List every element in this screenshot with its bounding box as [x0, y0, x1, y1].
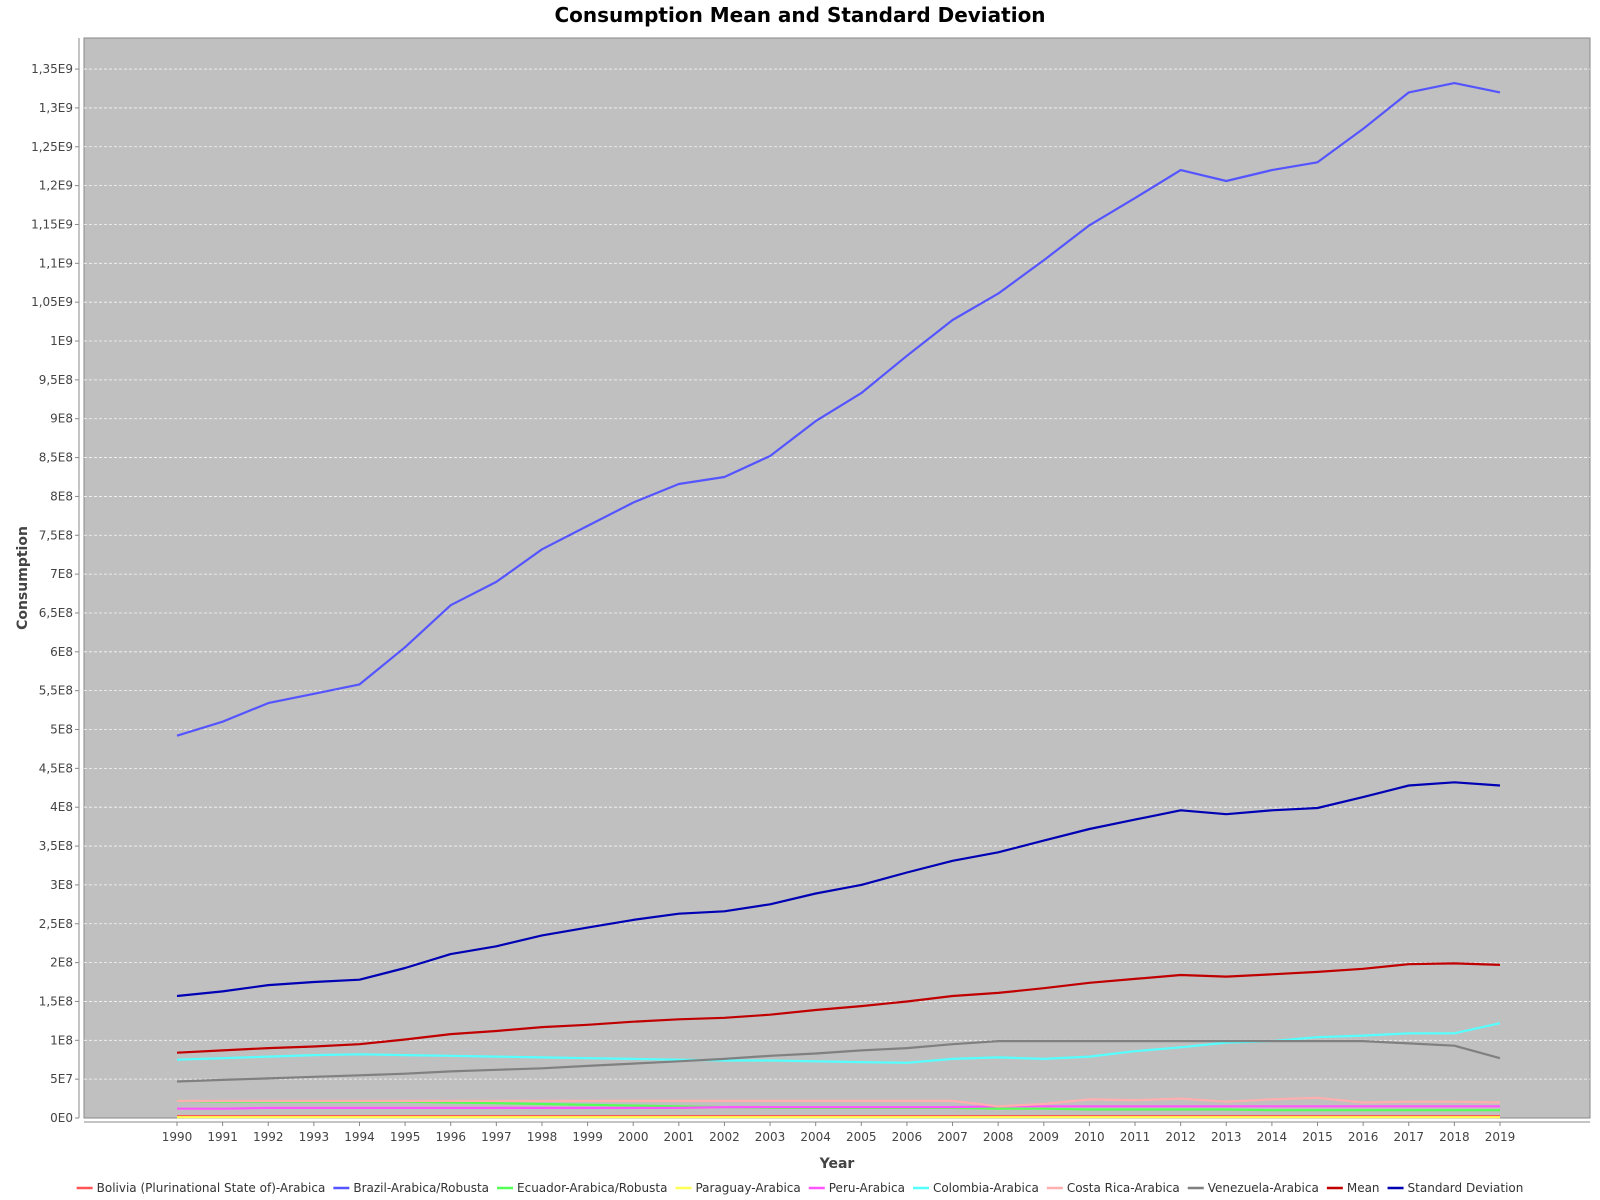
y-axis: 0E0 5E7 1E8 1,5E8 2E8 2,5E8 3E8 3,5E8 4E8 4,5E8 5E… [31, 38, 80, 1125]
plot-area [83, 37, 1591, 1119]
legend: Bolivia (Plurinational State of)-Arabica… [76, 1181, 1524, 1195]
x-tick-label: 1996 [435, 1130, 466, 1144]
series-line-venezuela-arabica [176, 1039, 1501, 1083]
x-tick-label: 1995 [390, 1130, 421, 1144]
y-tick-label: 4E8 [50, 800, 73, 814]
y-tick-label: 8E8 [50, 489, 73, 503]
series-line-peru-arabica [177, 1105, 1500, 1110]
x-tick-label: 2012 [1165, 1130, 1196, 1144]
y-tick-label: 1,05E9 [31, 295, 73, 309]
y-tick-label: 7,5E8 [39, 528, 73, 542]
legend-item-bolivia-plurinational-state-of-arabica: Bolivia (Plurinational State of)-Arabica [76, 1181, 326, 1195]
legend-label: Brazil-Arabica/Robusta [353, 1181, 489, 1195]
y-tick-label: 1,35E9 [31, 62, 73, 76]
x-tick-label: 2018 [1439, 1130, 1470, 1144]
legend-label: Standard Deviation [1408, 1181, 1524, 1195]
x-tick-label: 2008 [983, 1130, 1014, 1144]
x-tick-label: 2005 [846, 1130, 877, 1144]
legend-item-costa-rica-arabica: Costa Rica-Arabica [1046, 1181, 1180, 1195]
y-tick-label: 1,5E8 [39, 994, 73, 1008]
x-tick-label: 2017 [1393, 1130, 1424, 1144]
x-tick-label: 2000 [618, 1130, 649, 1144]
legend-label: Bolivia (Plurinational State of)-Arabica [97, 1181, 326, 1195]
x-tick-label: 2001 [664, 1130, 695, 1144]
x-tick-label: 2007 [937, 1130, 968, 1144]
x-tick-label: 2006 [892, 1130, 923, 1144]
y-axis-title: Consumption [15, 526, 31, 630]
x-axis: 1990 1991 1992 1993 1994 1995 1996 1997 1998 1999… [84, 1121, 1590, 1144]
series-line-costa-rica-arabica [177, 1096, 1501, 1108]
y-tick-label: 5E8 [50, 723, 73, 737]
y-tick-label: 1E8 [50, 1033, 73, 1047]
legend-item-mean: Mean [1326, 1181, 1380, 1195]
y-tick-label: 6E8 [50, 645, 73, 659]
y-tick-label: 7E8 [50, 567, 73, 581]
legend-label: Peru-Arabica [829, 1181, 905, 1195]
x-tick-label: 2004 [800, 1130, 831, 1144]
x-tick-label: 1997 [481, 1130, 512, 1144]
y-tick-label: 1,3E9 [39, 101, 73, 115]
legend-label: Ecuador-Arabica/Robusta [517, 1181, 667, 1195]
x-tick-label: 2016 [1348, 1130, 1379, 1144]
legend-item-colombia-arabica: Colombia-Arabica [912, 1181, 1039, 1195]
legend-label: Mean [1347, 1181, 1380, 1195]
series-lines [176, 81, 1501, 1119]
x-tick-label: 1990 [162, 1130, 193, 1144]
y-tick-label: 0E0 [50, 1111, 73, 1125]
legend-item-peru-arabica: Peru-Arabica [808, 1181, 905, 1195]
x-tick-label: 2009 [1029, 1130, 1060, 1144]
y-tick-label: 4,5E8 [39, 761, 73, 775]
x-tick-label: 2010 [1074, 1130, 1105, 1144]
legend-item-standard-deviation: Standard Deviation [1387, 1181, 1524, 1195]
x-tick-label: 2014 [1257, 1130, 1288, 1144]
x-tick-label: 2002 [709, 1130, 740, 1144]
x-tick-label: 1993 [299, 1130, 330, 1144]
legend-label: Paraguay-Arabica [695, 1181, 800, 1195]
series-line-mean [176, 962, 1501, 1054]
y-tick-label: 2,5E8 [39, 917, 73, 931]
x-tick-label: 2019 [1485, 1130, 1516, 1144]
x-axis-title: Year [819, 1156, 855, 1172]
y-tick-label: 2E8 [50, 956, 73, 970]
y-tick-label: 6,5E8 [39, 606, 73, 620]
y-tick-label: 1,1E9 [39, 256, 73, 270]
legend-label: Venezuela-Arabica [1208, 1181, 1319, 1195]
x-tick-label: 2011 [1120, 1130, 1151, 1144]
x-tick-label: 1991 [207, 1130, 238, 1144]
legend-label: Colombia-Arabica [933, 1181, 1039, 1195]
x-tick-label: 2003 [755, 1130, 786, 1144]
x-tick-label: 1992 [253, 1130, 284, 1144]
y-tick-label: 1E9 [50, 334, 73, 348]
y-tick-label: 9E8 [50, 412, 73, 426]
legend-label: Costa Rica-Arabica [1067, 1181, 1180, 1195]
x-tick-label: 2015 [1302, 1130, 1333, 1144]
y-tick-label: 3E8 [50, 878, 73, 892]
x-tick-label: 2013 [1211, 1130, 1242, 1144]
legend-item-brazil-arabica-robusta: Brazil-Arabica/Robusta [333, 1181, 489, 1195]
gridlines [84, 68, 1590, 1080]
x-tick-label: 1999 [572, 1130, 603, 1144]
y-tick-label: 9,5E8 [39, 373, 73, 387]
legend-item-paraguay-arabica: Paraguay-Arabica [675, 1181, 801, 1195]
chart-title: Consumption Mean and Standard Deviation [554, 3, 1045, 27]
y-tick-label: 1,15E9 [31, 217, 73, 231]
x-tick-label: 1998 [527, 1130, 558, 1144]
y-tick-label: 8,5E8 [39, 451, 73, 465]
series-line-brazil-arabica-robusta [176, 81, 1501, 737]
y-tick-label: 3,5E8 [39, 839, 73, 853]
legend-item-ecuador-arabica-robusta: Ecuador-Arabica/Robusta [497, 1181, 667, 1195]
series-line-standard-deviation [176, 781, 1501, 998]
y-tick-label: 5E7 [50, 1072, 73, 1086]
y-tick-label: 1,2E9 [39, 179, 73, 193]
x-tick-label: 1994 [344, 1130, 375, 1144]
legend-item-venezuela-arabica: Venezuela-Arabica [1187, 1181, 1319, 1195]
y-tick-label: 5,5E8 [39, 684, 73, 698]
y-tick-label: 1,25E9 [31, 140, 73, 154]
